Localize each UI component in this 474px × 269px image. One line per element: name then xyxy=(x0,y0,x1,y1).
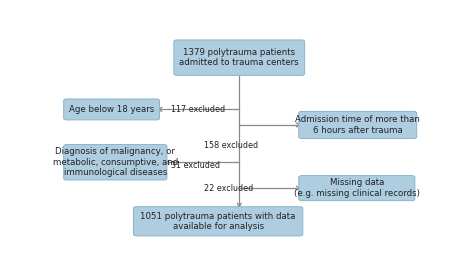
FancyBboxPatch shape xyxy=(299,176,415,201)
Text: Admission time of more than
6 hours after trauma: Admission time of more than 6 hours afte… xyxy=(295,115,420,135)
Text: 1379 polytrauma patients
admitted to trauma centers: 1379 polytrauma patients admitted to tra… xyxy=(180,48,299,67)
Text: 117 excluded: 117 excluded xyxy=(171,105,226,114)
FancyBboxPatch shape xyxy=(174,40,305,75)
FancyBboxPatch shape xyxy=(299,111,417,139)
Text: 1051 polytrauma patients with data
available for analysis: 1051 polytrauma patients with data avail… xyxy=(140,212,296,231)
Text: Diagnosis of malignancy, or
metabolic, consumptive, and
immunological diseases: Diagnosis of malignancy, or metabolic, c… xyxy=(53,147,178,177)
FancyBboxPatch shape xyxy=(64,99,160,120)
Text: 31 excluded: 31 excluded xyxy=(171,161,220,170)
FancyBboxPatch shape xyxy=(134,207,303,236)
FancyBboxPatch shape xyxy=(64,144,167,180)
Text: Age below 18 years: Age below 18 years xyxy=(69,105,154,114)
Text: Missing data
(e.g. missing clinical records): Missing data (e.g. missing clinical reco… xyxy=(294,178,420,198)
Text: 22 excluded: 22 excluded xyxy=(204,184,254,193)
Text: 158 excluded: 158 excluded xyxy=(204,141,258,150)
